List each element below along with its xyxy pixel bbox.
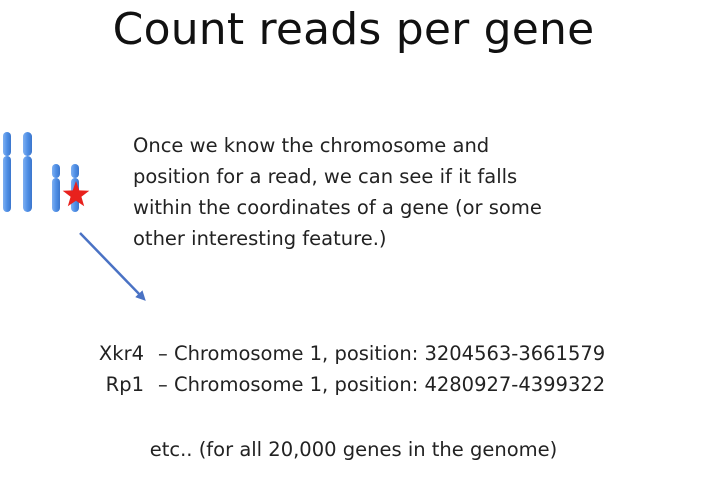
- body-line: Once we know the chromosome and: [133, 134, 490, 157]
- body-line: other interesting feature.): [133, 227, 387, 250]
- chromosome-figure: [0, 120, 160, 320]
- gene-list: Xkr4 – Chromosome 1, position: 3204563-3…: [0, 338, 707, 400]
- gene-location: – Chromosome 1, position: 4280927-439932…: [158, 373, 606, 396]
- chromosome-icon: [3, 132, 11, 212]
- gene-row: Xkr4 – Chromosome 1, position: 3204563-3…: [0, 338, 707, 369]
- chromosome-icon: [52, 164, 60, 212]
- body-line: within the coordinates of a gene (or som…: [133, 196, 542, 219]
- gene-location: – Chromosome 1, position: 3204563-366157…: [158, 342, 606, 365]
- body-line: position for a read, we can see if it fa…: [133, 165, 518, 188]
- body-paragraph: Once we know the chromosome and position…: [133, 130, 693, 254]
- chromosome-icon: [23, 132, 32, 212]
- slide-title: Count reads per gene: [112, 4, 595, 55]
- gene-name: Rp1: [105, 373, 144, 396]
- footer-note: etc.. (for all 20,000 genes in the genom…: [149, 438, 558, 461]
- arrow-icon: [79, 232, 146, 301]
- gene-name: Xkr4: [98, 342, 144, 365]
- gene-row: Rp1 – Chromosome 1, position: 4280927-43…: [0, 369, 707, 400]
- star-icon: [62, 181, 90, 207]
